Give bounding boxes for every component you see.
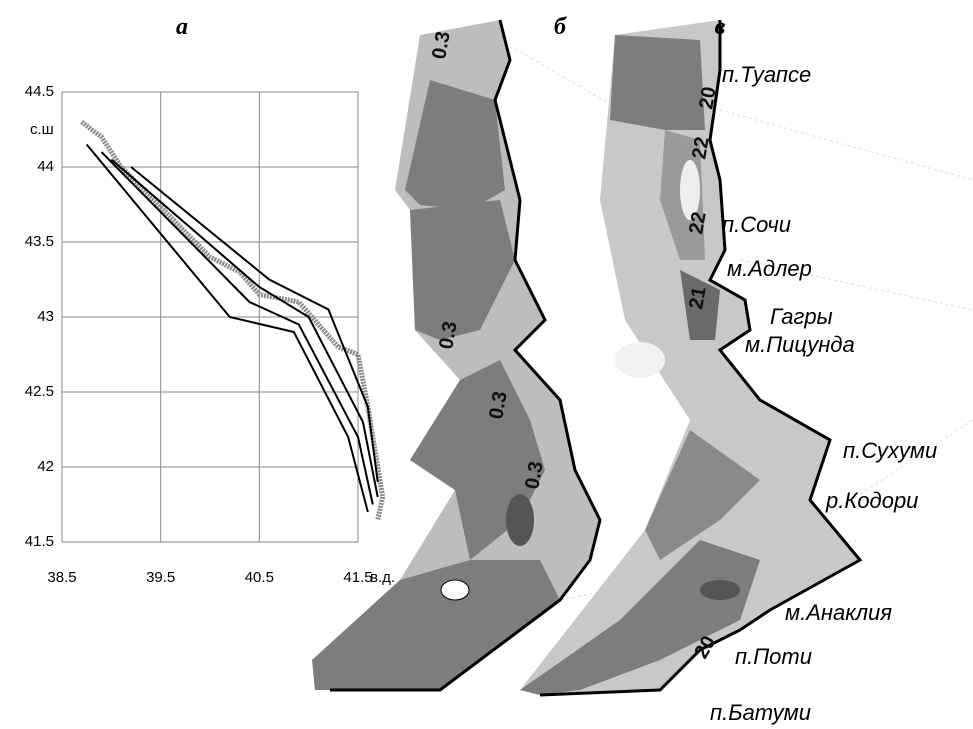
place-name: р.Кодори (825, 488, 918, 513)
place-name: п.Батуми (710, 700, 811, 725)
figure: а 41.5 42 42.5 43 43.5 44 44.5 38.5 39.5 40.5 41.5… (0, 0, 973, 729)
y-tick-label: 44 (37, 158, 54, 175)
y-tick-label: 42.5 (25, 383, 54, 400)
place-name: м.Адлер (727, 256, 812, 281)
contour-label: 22 (688, 135, 714, 161)
y-tick-label: 43 (37, 308, 54, 325)
y-tick-label: 42 (37, 458, 54, 475)
y-tick-label: 44.5 (25, 83, 54, 100)
map-v (520, 20, 860, 695)
place-name: п.Поти (735, 644, 812, 669)
x-tick-label: 39.5 (146, 569, 175, 586)
panel-label: б (554, 14, 567, 40)
y-axis-label: с.ш (30, 121, 54, 138)
place-name: Гагры (770, 304, 833, 329)
place-name: м.Пицунда (745, 332, 855, 357)
panel-label: а (176, 14, 188, 40)
place-name: п.Сухуми (843, 438, 937, 463)
place-name: п.Туапсе (722, 62, 811, 87)
contour-label: 21 (685, 285, 711, 311)
x-tick-label: 38.5 (47, 569, 76, 586)
contour-label: 22 (685, 210, 711, 236)
panel-label: в (715, 14, 726, 40)
place-name: м.Анаклия (785, 600, 892, 625)
y-tick-label: 41.5 (25, 533, 54, 550)
x-axis-label: в.д. (370, 569, 395, 586)
place-name: п.Сочи (722, 212, 791, 237)
x-tick-label: 41.5 (343, 569, 372, 586)
y-tick-label: 43.5 (25, 233, 54, 250)
x-tick-label: 40.5 (245, 569, 274, 586)
contour-label: 20 (695, 85, 721, 111)
